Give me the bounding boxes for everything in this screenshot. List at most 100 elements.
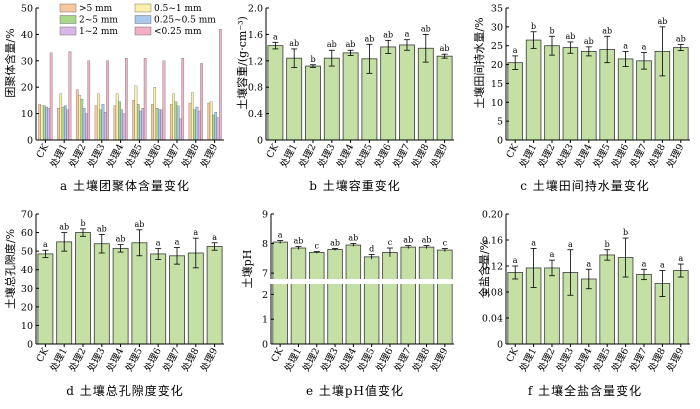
panel-e-significance-label: a	[278, 231, 283, 240]
panel-a-bar	[193, 109, 196, 141]
panel-a-bar	[101, 104, 105, 141]
panel-a-bar	[78, 94, 81, 141]
panel-a-bar	[160, 109, 163, 141]
panel-c-y-tick-label: 10	[491, 98, 503, 109]
panel-c-significance-label: a	[513, 46, 518, 55]
panel-a-bar	[174, 101, 178, 141]
panel-d-y-tick-label: 60	[21, 228, 33, 239]
panel-f-significance-label: a	[586, 259, 591, 268]
panel-f-significance-label: a	[550, 250, 555, 259]
panel-e-significance-label: ab	[348, 234, 358, 243]
panel-e-bar	[400, 246, 416, 345]
panel-e-y-tick-label: 0	[262, 340, 268, 351]
panel-d-bar	[56, 241, 73, 345]
panel-c-bar	[507, 62, 523, 141]
panel-f-y-tick-label: 0.12	[482, 262, 503, 273]
panel-a-legend-swatch	[134, 3, 152, 13]
panel-c-bar	[562, 47, 579, 141]
panel-f-y-tick-label: 0	[497, 340, 503, 351]
panel-f-significance-label: a	[678, 254, 683, 263]
panel-f-significance-label: a	[568, 240, 573, 249]
panel-a-bar	[181, 58, 185, 141]
panel-e-bar	[345, 244, 362, 345]
panel-b-ylabel: 土壤容重/(g·cm⁻³)	[235, 16, 249, 110]
panel-a-legend-label: <0.25 mm	[154, 27, 202, 37]
panel-e-bar	[418, 246, 435, 345]
panel-b-bar	[305, 65, 321, 141]
panel-a-bar	[200, 63, 203, 141]
panel-f-significance-label: b	[605, 240, 610, 249]
panel-a-bar	[40, 105, 44, 141]
panel-b-caption: b 土壤容重变化	[309, 178, 401, 193]
panel-a-y-tick-label: 30	[21, 56, 33, 67]
panel-a-bar	[176, 105, 180, 141]
panel-e-significance-label: d	[369, 245, 374, 254]
panel-a-bar	[207, 102, 211, 141]
panel-a-bar	[99, 109, 102, 141]
panel-f-bar	[544, 267, 560, 345]
panel-f-significance-label: a	[642, 259, 647, 268]
panel-a-bar	[172, 93, 175, 141]
panel-a-bar	[125, 58, 128, 141]
panel-c-bar	[525, 39, 542, 141]
panel-b-significance-label: ab	[383, 30, 393, 39]
panel-a-caption: a 土壤团聚体含量变化	[60, 178, 190, 193]
panel-a-bar	[132, 100, 135, 141]
panel-e-caption: e 土壤pH值变化	[306, 383, 404, 398]
panel-a-legend-label: >5 mm	[79, 4, 113, 14]
panel-e-bar	[327, 249, 343, 345]
panel-d-y-tick-label: 40	[21, 265, 33, 276]
panel-d-y-tick-label: 10	[21, 321, 33, 332]
panel-a-bar	[45, 106, 48, 141]
panel-b-y-tick-label: 1.6	[248, 30, 263, 41]
panel-a-legend-label: 0.5~1 mm	[154, 4, 202, 14]
panel-e-significance-label: c	[388, 238, 393, 247]
panel-c-significance-label: a	[642, 43, 647, 52]
panel-d-y-tick-label: 20	[21, 302, 33, 313]
panel-a-y-tick-label: 50	[21, 4, 33, 15]
panel-c-ylabel: 土壤田间持水量/%	[472, 17, 486, 108]
panel-e-bar	[437, 249, 453, 345]
panel-a-bar	[57, 108, 60, 141]
panel-e-y-tick-label: 8	[262, 239, 268, 250]
panel-e-bar	[309, 252, 325, 345]
panel-a-bar	[66, 109, 69, 141]
panel-e-ylabel: 土壤pH	[240, 250, 254, 289]
panel-e-bar	[290, 247, 307, 345]
panel-a-legend-swatch	[59, 26, 77, 36]
panel-b-y-tick-label: 2.0	[248, 4, 263, 15]
panel-a-bar	[64, 105, 67, 141]
panel-c-significance-label: ab	[676, 35, 686, 44]
panel-d-bar	[112, 247, 129, 345]
panel-e-significance-label: c	[443, 239, 448, 248]
panel-a-bar	[120, 109, 124, 141]
panel-a-bar	[139, 110, 142, 141]
panel-d-y-tick-label: 30	[21, 284, 33, 295]
panel-b-bar	[323, 57, 340, 141]
panel-b-significance-label: ab	[421, 24, 431, 33]
panel-c-bar	[673, 47, 689, 141]
panel-b-bar	[436, 55, 453, 141]
panel-a-bar	[212, 114, 215, 141]
panel-e-axis-break	[267, 279, 456, 284]
panel-a-bar	[122, 113, 126, 141]
panel-b-bar	[342, 52, 359, 141]
panel-f-y-tick-label: 0.16	[482, 236, 503, 247]
panel-d-significance-label: a	[193, 228, 198, 237]
panel-a-bar	[61, 106, 65, 141]
panel-a-bar	[87, 60, 91, 141]
panel-b-bar	[399, 44, 415, 141]
panel-b-significance-label: ab	[346, 40, 356, 49]
panel-a-bar	[188, 102, 192, 141]
panel-c-y-tick-label: 35	[491, 4, 503, 15]
panel-e-y-tick-label: 2	[262, 290, 268, 301]
panel-b-significance-label: ab	[364, 34, 374, 43]
panel-b-significance-label: ab	[440, 44, 450, 53]
panel-c-significance-label: ab	[565, 32, 575, 41]
panel-c-caption: c 土壤田间持水量变化	[520, 178, 650, 193]
panel-a-bar	[219, 28, 222, 141]
panel-d-ylabel: 土壤总孔隙度/%	[3, 229, 17, 309]
panel-f-caption: f 土壤全盐含量变化	[528, 383, 642, 398]
panel-b-bar	[286, 57, 303, 141]
panel-a-bar	[197, 110, 201, 141]
